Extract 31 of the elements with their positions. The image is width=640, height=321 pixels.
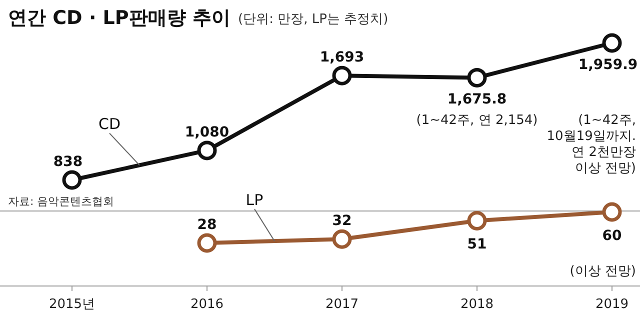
- point: [602, 33, 622, 53]
- point: [197, 140, 217, 160]
- point: [197, 233, 217, 253]
- data-label: 32: [332, 213, 352, 230]
- x-tick-label: 2019: [595, 297, 629, 312]
- data-label: 28: [197, 217, 217, 233]
- chart-title: 연간 CD · LP판매량 추이: [8, 7, 230, 29]
- point: [467, 68, 487, 88]
- annotation: (1~42주, 10월19일까지. 연 2천만장 이상 전망): [546, 113, 636, 176]
- point: [332, 229, 352, 249]
- point: [467, 210, 487, 230]
- x-tick-label: 2018: [460, 297, 494, 312]
- data-label: 838: [53, 154, 83, 170]
- point: [332, 66, 352, 86]
- x-tick-label: 2015년: [48, 297, 96, 312]
- data-label: 51: [467, 236, 487, 253]
- annotation: (1~42주, 연 2,154): [416, 113, 538, 128]
- point: [62, 170, 82, 190]
- data-label: 1,080: [184, 124, 230, 140]
- point: [602, 202, 622, 222]
- data-label: 60: [602, 228, 622, 244]
- x-tick-label: 2017: [325, 297, 359, 312]
- data-label: 1,693: [320, 50, 364, 66]
- data-label: 1,675.8: [447, 92, 507, 108]
- text: CD: [98, 115, 121, 134]
- data-label: 1,959.9: [578, 57, 638, 73]
- text: (이상 전망): [570, 264, 636, 279]
- x-tick-label: 2016: [190, 297, 224, 312]
- chart-subtitle: (단위: 만장, LP는 추정치): [238, 12, 388, 27]
- text: 자료: 음악콘텐츠협회: [8, 195, 114, 208]
- text: LP: [246, 191, 264, 210]
